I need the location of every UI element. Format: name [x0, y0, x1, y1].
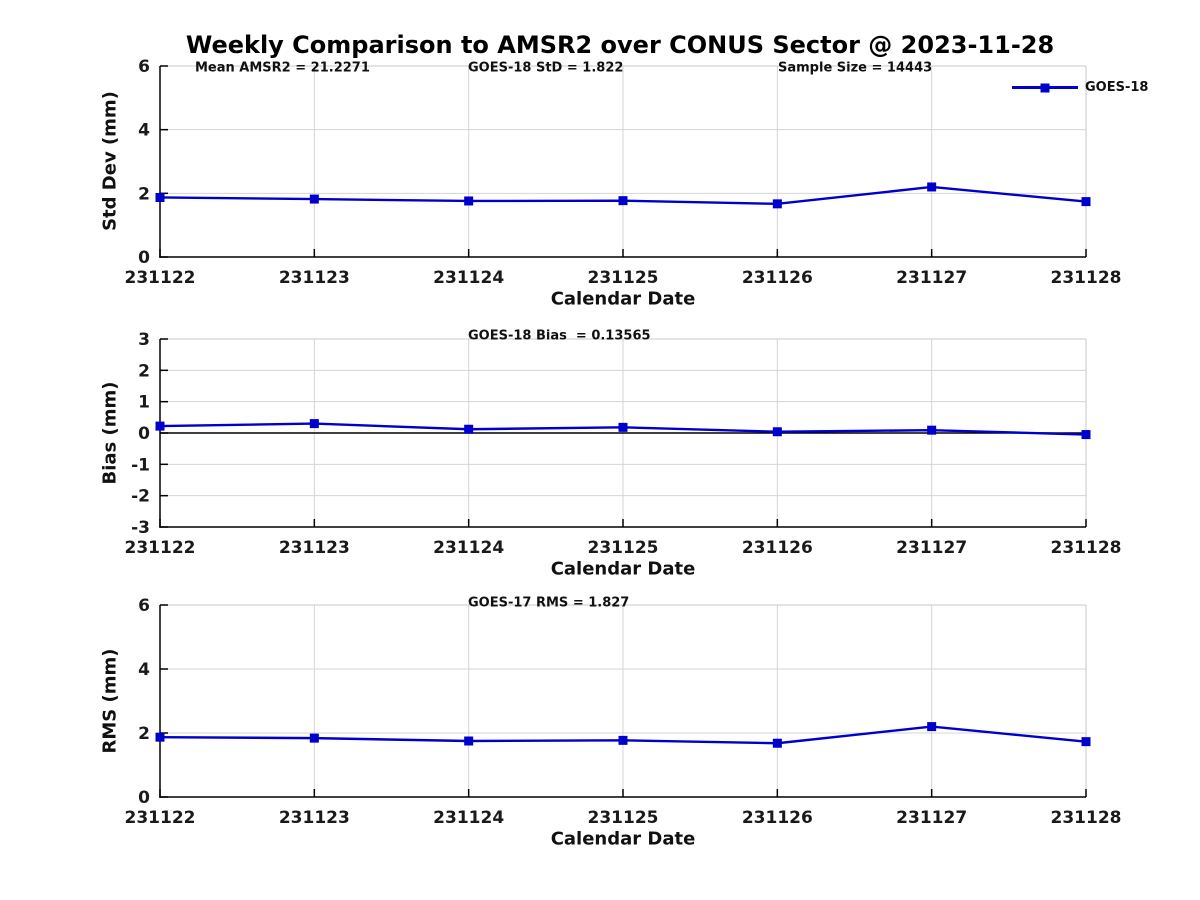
x-tick-label: 231125 — [588, 538, 659, 558]
y-tick-label: 2 — [138, 361, 150, 381]
annotation-goes18-std: GOES-18 StD = 1.822 — [468, 60, 624, 76]
y-tick-label: 0 — [138, 788, 150, 808]
y-tick-label: 0 — [138, 248, 150, 268]
x-tick-label: 231127 — [896, 808, 967, 828]
legend: GOES-18 — [1012, 80, 1148, 95]
annotation-goes17-rms: GOES-17 RMS = 1.827 — [468, 595, 630, 611]
data-point-marker — [1081, 197, 1091, 207]
x-tick-label: 231126 — [742, 538, 813, 558]
calendar-date-label-1: Calendar Date — [550, 288, 696, 310]
y-tick-label: 6 — [138, 596, 150, 616]
x-tick-label: 231124 — [433, 268, 504, 288]
stddev-axis-label: Std Dev (mm) — [99, 91, 121, 231]
x-tick-label: 231124 — [433, 538, 504, 558]
x-tick-label: 231122 — [125, 268, 196, 288]
annotation-sample-size: Sample Size = 14443 — [778, 60, 933, 76]
y-tick-label: -3 — [131, 518, 150, 538]
x-tick-label: 231126 — [742, 268, 813, 288]
y-tick-label: -1 — [131, 455, 150, 475]
x-tick-label: 231128 — [1051, 538, 1122, 558]
legend-square-marker-icon — [1040, 83, 1050, 92]
x-tick-label: 231126 — [742, 808, 813, 828]
annotation-mean-amsr2: Mean AMSR2 = 21.2271 — [195, 60, 370, 76]
data-point-marker — [155, 732, 165, 742]
data-point-marker — [927, 182, 937, 192]
calendar-date-label-2: Calendar Date — [550, 558, 696, 580]
data-point-marker — [772, 427, 782, 437]
data-point-marker — [618, 196, 628, 206]
annotation-goes18-bias: GOES-18 Bias = 0.13565 — [468, 328, 651, 344]
data-point-marker — [155, 192, 165, 202]
bias-axis-label: Bias (mm) — [99, 381, 121, 485]
data-point-marker — [618, 422, 628, 432]
data-point-marker — [155, 421, 165, 431]
y-tick-label: 4 — [138, 121, 150, 141]
data-point-marker — [309, 733, 319, 743]
y-tick-label: 6 — [138, 57, 150, 77]
chart-title: Weekly Comparison to AMSR2 over CONUS Se… — [185, 31, 1055, 59]
y-tick-label: -2 — [131, 487, 150, 507]
x-tick-label: 231125 — [588, 268, 659, 288]
y-tick-label: 2 — [138, 184, 150, 204]
x-tick-label: 231123 — [279, 538, 350, 558]
x-tick-label: 231123 — [279, 808, 350, 828]
y-tick-label: 4 — [138, 660, 150, 680]
y-tick-label: 3 — [138, 330, 150, 350]
x-tick-label: 231127 — [896, 268, 967, 288]
legend-line-sample — [1012, 83, 1078, 92]
legend-label: GOES-18 — [1085, 80, 1149, 95]
y-tick-label: 2 — [138, 724, 150, 744]
data-point-marker — [772, 738, 782, 748]
x-tick-label: 231128 — [1051, 268, 1122, 288]
calendar-date-label-3: Calendar Date — [550, 828, 696, 850]
data-point-marker — [309, 419, 319, 429]
stddev-plot: 0 2 4 6 231122 231123 231124 231125 231126 231127… — [125, 57, 1122, 288]
data-point-marker — [464, 196, 474, 206]
x-tick-label: 231122 — [125, 808, 196, 828]
bias-plot: -3 -2 -1 0 1 2 3 231122 231123 231124 231125 231126… — [125, 330, 1122, 558]
rms-plot: 0 2 4 6 231122 231123 231124 231125 231126 231127… — [125, 596, 1122, 828]
x-tick-label: 231124 — [433, 808, 504, 828]
x-tick-label: 231125 — [588, 808, 659, 828]
data-point-marker — [464, 736, 474, 746]
data-point-marker — [1081, 430, 1091, 440]
data-point-marker — [618, 735, 628, 745]
data-point-marker — [772, 199, 782, 209]
data-point-marker — [464, 424, 474, 434]
data-point-marker — [1081, 737, 1091, 747]
y-tick-label: 0 — [138, 424, 150, 444]
x-tick-label: 231128 — [1051, 808, 1122, 828]
data-point-marker — [309, 194, 319, 204]
y-tick-label: 1 — [138, 393, 150, 413]
data-point-marker — [927, 722, 937, 732]
x-tick-label: 231127 — [896, 538, 967, 558]
x-tick-label: 231123 — [279, 268, 350, 288]
x-tick-label: 231122 — [125, 538, 196, 558]
rms-axis-label: RMS (mm) — [99, 648, 121, 754]
data-point-marker — [927, 425, 937, 435]
